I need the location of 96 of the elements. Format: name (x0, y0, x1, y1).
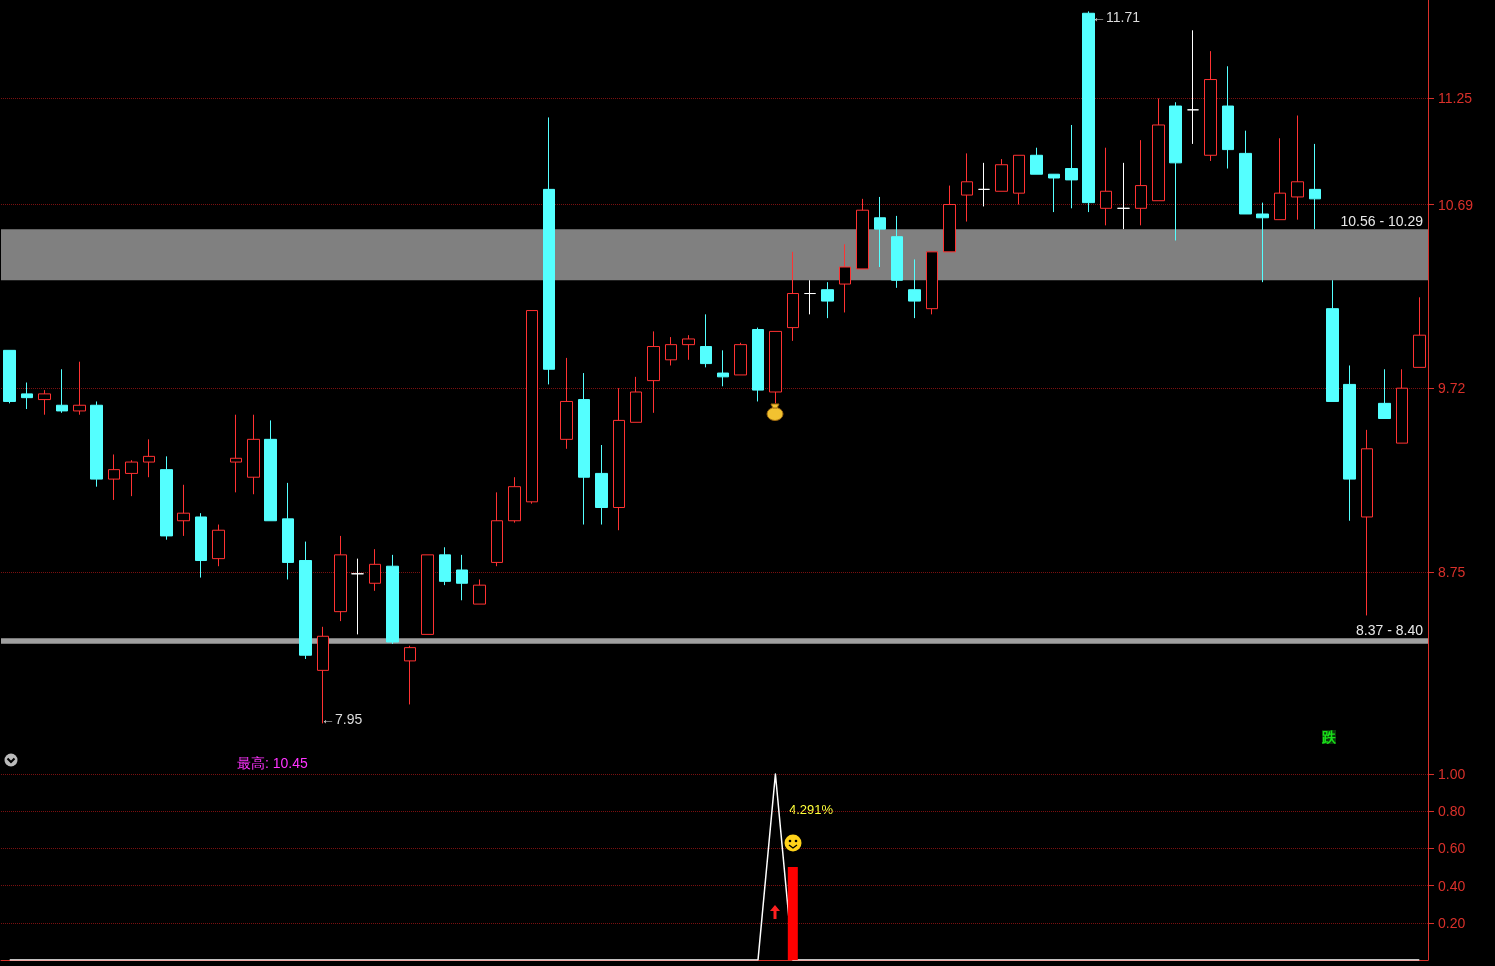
candlestick (351, 558, 364, 635)
candlestick (769, 330, 782, 404)
candlestick (995, 158, 1008, 192)
candlestick (456, 554, 468, 601)
band-label: 8.37 - 8.40 (1356, 622, 1424, 639)
candlestick (1030, 147, 1043, 175)
candlestick (73, 361, 86, 416)
y-tick-label: 8.75 (1438, 563, 1466, 580)
candlestick (125, 459, 138, 497)
candlestick (108, 453, 120, 501)
candlestick (1274, 137, 1286, 221)
candlestick (247, 414, 260, 495)
annotation: ←11.71 (1092, 9, 1141, 25)
candlestick (160, 455, 173, 541)
candlestick (264, 419, 277, 522)
candlestick (491, 491, 503, 567)
candlestick (195, 512, 207, 579)
y-tick-label: 0.60 (1438, 840, 1466, 857)
candlestick (1309, 143, 1321, 230)
candlestick (1135, 139, 1147, 226)
candlestick (1378, 368, 1391, 419)
candlestick (282, 482, 294, 580)
text: 最高: 10.45 (237, 755, 309, 771)
candlestick (717, 349, 729, 387)
candlestick (334, 535, 347, 622)
candlestick (943, 185, 956, 253)
annotation: ←7.95 (321, 711, 363, 727)
candlestick (908, 258, 921, 319)
candlestick (1169, 101, 1182, 241)
candlestick (143, 438, 155, 478)
candlestick (926, 251, 938, 315)
candlestick (38, 389, 51, 416)
candlestick (386, 554, 399, 645)
candlestick (734, 342, 747, 376)
candlestick (1013, 154, 1025, 206)
y-tick-label: 0.40 (1438, 877, 1466, 894)
candlestick (404, 645, 416, 705)
candlestick (821, 281, 834, 319)
candlestick (3, 349, 16, 404)
candlestick (787, 251, 799, 342)
candlestick (961, 152, 973, 223)
candlestick (1117, 162, 1130, 230)
candlestick (560, 357, 573, 450)
candlestick (177, 484, 190, 537)
candlestick (1326, 279, 1339, 402)
candlestick (682, 334, 695, 361)
candlestick (90, 400, 103, 488)
candlestick (665, 336, 677, 366)
candlestick (421, 554, 434, 635)
candlestick (1082, 10, 1095, 213)
candlestick (1256, 202, 1269, 283)
candlestick (508, 476, 521, 524)
candlestick (543, 116, 555, 385)
candlestick (1343, 364, 1356, 522)
candlestick (804, 279, 816, 315)
candlestick (1204, 50, 1217, 162)
candlestick (1396, 368, 1408, 444)
candlestick (439, 546, 451, 586)
candlestick (978, 162, 990, 207)
y-tick-label: 11.25 (1438, 90, 1473, 107)
y-tick-label: 10.69 (1438, 196, 1474, 213)
candlestick (700, 313, 712, 368)
y-tick-label: 1.00 (1438, 766, 1466, 783)
candlestick (839, 243, 851, 313)
candlestick (1100, 147, 1112, 226)
candlestick (1239, 130, 1252, 215)
candlestick (1291, 115, 1304, 221)
candlestick (21, 382, 33, 410)
candlestick (1152, 97, 1165, 202)
candlestick (1361, 429, 1373, 616)
candlestick (1048, 173, 1060, 213)
y-tick-label: 0.20 (1438, 914, 1466, 931)
candlestick (299, 541, 312, 660)
candlestick (1065, 124, 1078, 209)
candlestick (752, 327, 764, 402)
annotation: 跌 (1321, 729, 1337, 745)
candlestick (473, 578, 486, 605)
candlestick (647, 330, 660, 414)
candlestick (526, 310, 538, 505)
candlestick (1187, 29, 1199, 145)
candlestick (1222, 65, 1234, 170)
candlestick (369, 548, 381, 592)
y-tick-label: 0.80 (1438, 803, 1466, 820)
candlestick (595, 444, 608, 526)
candlestick (1413, 296, 1426, 368)
y-tick-label: 9.72 (1438, 380, 1466, 397)
candlestick (891, 215, 903, 289)
candlestick (56, 368, 68, 414)
candlestick (230, 414, 242, 493)
candlestick (578, 372, 590, 526)
candlestick (856, 198, 869, 270)
candlestick (630, 376, 642, 423)
candlestick (212, 524, 225, 567)
candlestick (613, 387, 625, 531)
band-label: 10.56 - 10.29 (1340, 213, 1424, 230)
candlestick (874, 196, 886, 268)
